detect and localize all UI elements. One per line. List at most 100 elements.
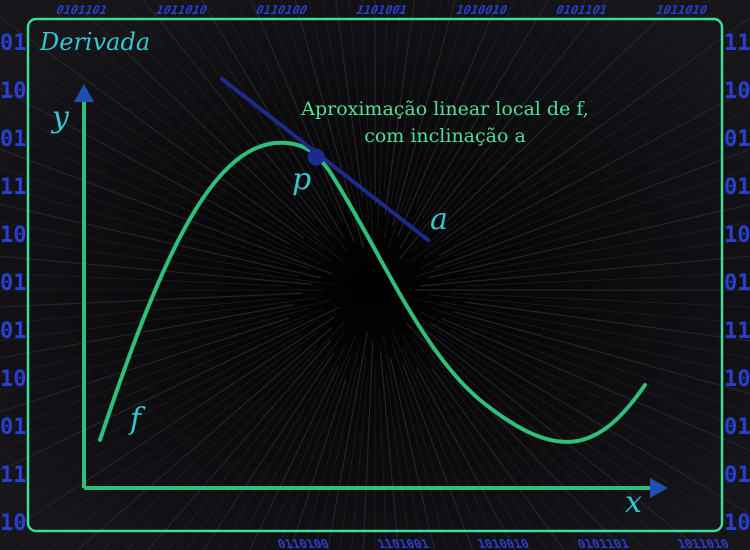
background-ray: [70, 0, 319, 236]
background-ray: [163, 0, 348, 253]
background-ray: [327, 332, 368, 550]
background-ray: [0, 148, 333, 275]
background-ray: [402, 363, 474, 550]
background-ray: [399, 0, 549, 249]
background-ray: [451, 330, 750, 493]
background-ray: [402, 348, 501, 550]
background-ray: [388, 0, 470, 249]
background-ray: [0, 308, 325, 432]
background-ray: [392, 0, 456, 226]
background-ray: [428, 294, 750, 325]
background-ray: [202, 353, 334, 550]
background-ray: [218, 0, 329, 204]
background-ray: [0, 317, 289, 413]
background-ray: [403, 0, 485, 215]
background-ray: [0, 16, 305, 239]
background-ray: [277, 356, 351, 550]
background-ray: [0, 238, 335, 285]
background-ray: [415, 0, 515, 205]
background-ray: [408, 0, 532, 227]
binary-digits: 01: [0, 271, 27, 296]
background-ray: [392, 343, 460, 550]
background-ray: [125, 321, 345, 550]
background-ray: [289, 379, 347, 550]
background-ray: [453, 311, 750, 395]
binary-digits: 1011010: [675, 536, 731, 550]
binary-digits: 01: [0, 127, 27, 152]
background-ray: [362, 341, 374, 550]
background-ray: [440, 16, 750, 243]
background-ray: [0, 306, 340, 472]
background-ray: [394, 0, 442, 203]
background-ray: [464, 323, 750, 432]
background-ray: [383, 336, 423, 550]
diagram-frame: [26, 17, 724, 533]
background-ray: [0, 307, 310, 394]
background-ray: [0, 299, 332, 376]
background-ray: [335, 0, 363, 197]
background-ray: [10, 0, 325, 250]
background-ray: [308, 0, 358, 213]
background-ray: [48, 348, 301, 550]
binary-digits: 10: [724, 511, 750, 536]
background-ray: [102, 345, 317, 550]
background-ray: [428, 203, 750, 279]
background-ray: [420, 255, 750, 287]
binary-digits: 11: [724, 319, 750, 344]
background-ray: [294, 0, 365, 249]
background-ray: [385, 373, 411, 550]
background-ray: [400, 333, 531, 550]
x-axis-label: x: [625, 485, 642, 520]
binary-digits: 10: [724, 79, 750, 104]
background-ray: [450, 186, 750, 270]
binary-digits: 11: [724, 31, 750, 56]
binary-digits: 1010010: [475, 536, 531, 550]
background-ray: [97, 0, 337, 250]
background-ray: [429, 352, 603, 550]
background-ray: [416, 367, 516, 550]
background-ray: [0, 304, 295, 359]
background-ray: [147, 340, 332, 550]
binary-digits: 10: [0, 79, 27, 104]
x-axis-arrow: [650, 478, 668, 498]
background-ray: [0, 221, 299, 277]
background-ray: [418, 299, 750, 376]
background-ray: [422, 0, 567, 219]
background-ray: [167, 360, 320, 550]
background-ray: [399, 379, 448, 550]
background-ray: [399, 0, 608, 260]
background-ray: [0, 129, 299, 258]
background-ray: [0, 65, 312, 253]
binary-digits: 01: [724, 175, 750, 200]
background-ray: [249, 366, 339, 550]
background-ray: [263, 334, 357, 550]
function-label: f: [130, 402, 142, 437]
binary-digits: 0101101: [575, 536, 631, 550]
background-ray: [0, 319, 305, 451]
background-ray: [348, 0, 369, 220]
background-ray: [250, 0, 356, 243]
background-ray: [0, 186, 287, 266]
background-ray: [457, 272, 750, 287]
background-ray: [412, 336, 583, 550]
binary-digits: 01: [0, 319, 27, 344]
binary-digits: 10: [0, 223, 27, 248]
tangent-line: [220, 77, 430, 242]
background-ray: [219, 374, 325, 550]
background-ray: [0, 292, 303, 308]
background-ray: [465, 301, 750, 342]
annotation-line-2: com inclinação a: [364, 125, 526, 147]
background-ray: [451, 293, 750, 308]
background-ray: [383, 0, 402, 192]
background-ray: [185, 332, 345, 550]
background-ray: [379, 387, 387, 550]
background-ray: [411, 0, 587, 240]
binary-digits: 1011010: [154, 2, 210, 17]
background-ray: [431, 307, 750, 413]
binary-digits: 01: [724, 271, 750, 296]
background-ray: [0, 109, 322, 265]
background-ray: [443, 238, 750, 282]
background-ray: [351, 378, 368, 550]
binary-digits: 1101001: [375, 536, 431, 550]
